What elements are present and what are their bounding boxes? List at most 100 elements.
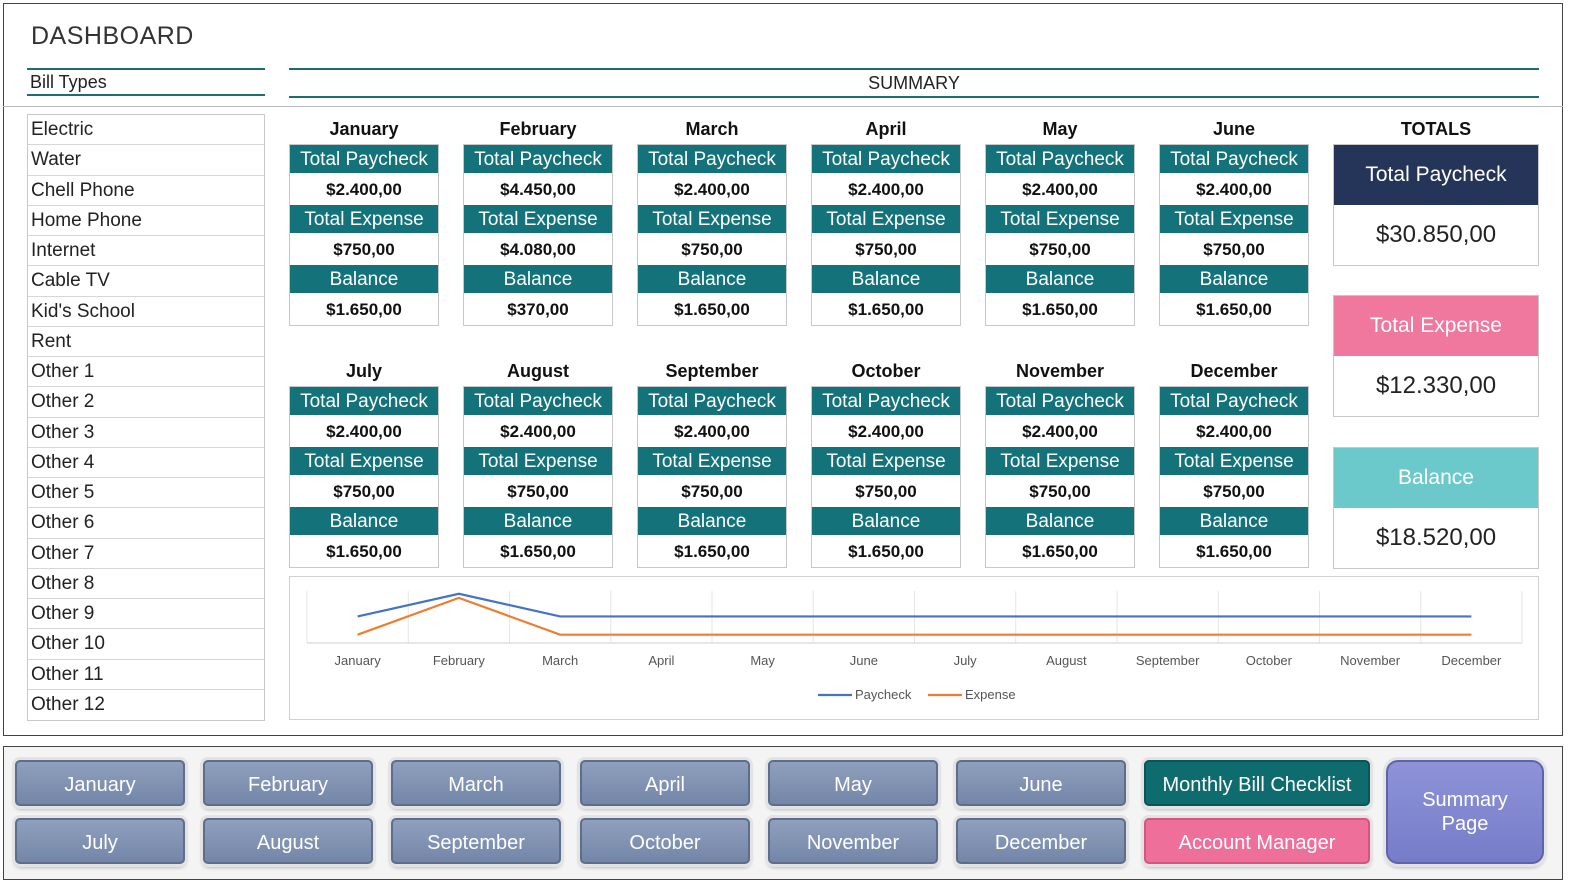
bill-type-item: Other 12 (31, 693, 105, 715)
balance-value: $1.650,00 (986, 294, 1134, 325)
bill-types-list: Electric Water Chell Phone Home Phone Intern… (27, 114, 265, 721)
paycheck-value: $2.400,00 (812, 174, 960, 205)
balance-value: $1.650,00 (1160, 294, 1308, 325)
account-manager-button[interactable]: Account Manager (1144, 818, 1370, 864)
expense-label: Total Expense (464, 447, 612, 476)
month-name: March (685, 119, 739, 139)
balance-label: Balance (290, 507, 438, 536)
month-figures: Total Paycheck $2.400,00 Total Expense $750… (463, 386, 613, 568)
balance-label: Balance (1160, 507, 1308, 536)
expense-value: $750,00 (986, 476, 1134, 507)
balance-value: $370,00 (464, 294, 612, 325)
month-summary-november: November Total Paycheck $2.400,00 Total Exp… (985, 356, 1135, 568)
bill-type-item: Rent (28, 327, 264, 357)
balance-label: Balance (986, 507, 1134, 536)
nav-august-button[interactable]: August (203, 818, 373, 864)
month-figures: Total Paycheck $2.400,00 Total Expense $750… (811, 144, 961, 326)
month-name: February (499, 119, 577, 139)
balance-value: $1.650,00 (638, 294, 786, 325)
expense-value: $750,00 (464, 476, 612, 507)
nav-april-button[interactable]: April (580, 760, 750, 806)
paycheck-label: Total Paycheck (812, 145, 960, 174)
balance-value: $1.650,00 (290, 294, 438, 325)
balance-label: Balance (464, 265, 612, 294)
paycheck-label: Total Paycheck (1160, 145, 1308, 174)
paycheck-value: $2.400,00 (812, 416, 960, 447)
paycheck-label: Total Paycheck (290, 387, 438, 416)
expense-label: Total Expense (812, 447, 960, 476)
month-figures: Total Paycheck $2.400,00 Total Expense $750… (637, 386, 787, 568)
bill-type-item: Internet (28, 236, 264, 267)
summary-page-button[interactable]: Summary Page (1386, 760, 1544, 864)
expense-label: Total Expense (986, 447, 1134, 476)
month-summary-july: July Total Paycheck $2.400,00 Total Expense… (289, 356, 439, 568)
balance-value: $1.650,00 (986, 536, 1134, 567)
balance-value: $1.650,00 (290, 536, 438, 567)
summary-header: SUMMARY (289, 68, 1539, 98)
paycheck-value: $2.400,00 (464, 416, 612, 447)
paycheck-value: $4.450,00 (464, 174, 612, 205)
page-title: DASHBOARD (31, 22, 194, 50)
paycheck-label: Total Paycheck (812, 387, 960, 416)
total-paycheck-card: Total Paycheck $30.850,00 (1333, 144, 1539, 266)
nav-july-button[interactable]: July (15, 818, 185, 864)
expense-value: $750,00 (812, 476, 960, 507)
month-figures: Total Paycheck $2.400,00 Total Expense $750… (289, 144, 439, 326)
nav-december-button[interactable]: December (956, 818, 1126, 864)
expense-label: Total Expense (1160, 205, 1308, 234)
month-summary-september: September Total Paycheck $2.400,00 Total Ex… (637, 356, 787, 568)
nav-january-button[interactable]: January (15, 760, 185, 806)
paycheck-label: Total Paycheck (986, 145, 1134, 174)
paycheck-value: $2.400,00 (986, 174, 1134, 205)
expense-label: Total Expense (812, 205, 960, 234)
legend-label-expense: Expense (965, 687, 1016, 702)
month-summary-february: February Total Paycheck $4.450,00 Total Exp… (463, 114, 613, 326)
monthly-bill-checklist-button[interactable]: Monthly Bill Checklist (1144, 760, 1370, 806)
bill-type-item: Water (28, 145, 264, 176)
total-expense-label: Total Expense (1334, 296, 1538, 356)
balance-label: Balance (464, 507, 612, 536)
nav-october-button[interactable]: October (580, 818, 750, 864)
balance-value: $1.650,00 (464, 536, 612, 567)
bill-type-item: Kid's School (28, 297, 264, 327)
balance-value: $1.650,00 (812, 294, 960, 325)
bill-type-item: Other 8 (28, 569, 264, 599)
bill-type-item: Chell Phone (28, 176, 264, 206)
total-balance-label: Balance (1334, 448, 1538, 508)
balance-label: Balance (1160, 265, 1308, 294)
nav-february-button[interactable]: February (203, 760, 373, 806)
bill-type-item: Other 3 (28, 418, 264, 448)
total-balance-value: $18.520,00 (1334, 508, 1538, 568)
expense-value: $750,00 (1160, 476, 1308, 507)
paycheck-label: Total Paycheck (986, 387, 1134, 416)
total-expense-card: Total Expense $12.330,00 (1333, 295, 1539, 417)
paycheck-value: $2.400,00 (986, 416, 1134, 447)
month-figures: Total Paycheck $2.400,00 Total Expense $750… (637, 144, 787, 326)
nav-march-button[interactable]: March (391, 760, 561, 806)
paycheck-value: $2.400,00 (1160, 416, 1308, 447)
month-summary-august: August Total Paycheck $2.400,00 Total Expen… (463, 356, 613, 568)
nav-november-button[interactable]: November (768, 818, 938, 864)
nav-june-button[interactable]: June (956, 760, 1126, 806)
balance-value: $1.650,00 (1160, 536, 1308, 567)
nav-september-button[interactable]: September (391, 818, 561, 864)
x-tick-label: November (1340, 653, 1401, 668)
expense-label: Total Expense (986, 205, 1134, 234)
month-summary-december: December Total Paycheck $2.400,00 Total Exp… (1159, 356, 1309, 568)
header-divider (3, 106, 1563, 107)
series-line-paycheck (357, 592, 1472, 618)
expense-label: Total Expense (290, 205, 438, 234)
x-tick-label: April (648, 653, 674, 668)
bill-type-item: Other 7 (28, 539, 264, 569)
paycheck-label: Total Paycheck (638, 145, 786, 174)
expense-label: Total Expense (638, 205, 786, 234)
x-tick-label: July (954, 653, 978, 668)
expense-value: $750,00 (812, 234, 960, 265)
legend-label-paycheck: Paycheck (855, 687, 912, 702)
paycheck-value: $2.400,00 (290, 416, 438, 447)
month-summary-june: June Total Paycheck $2.400,00 Total Expense… (1159, 114, 1309, 326)
nav-may-button[interactable]: May (768, 760, 938, 806)
month-name: July (345, 361, 383, 381)
totals-header: TOTALS (1400, 119, 1472, 139)
bill-type-item: Other 1 (28, 357, 264, 388)
